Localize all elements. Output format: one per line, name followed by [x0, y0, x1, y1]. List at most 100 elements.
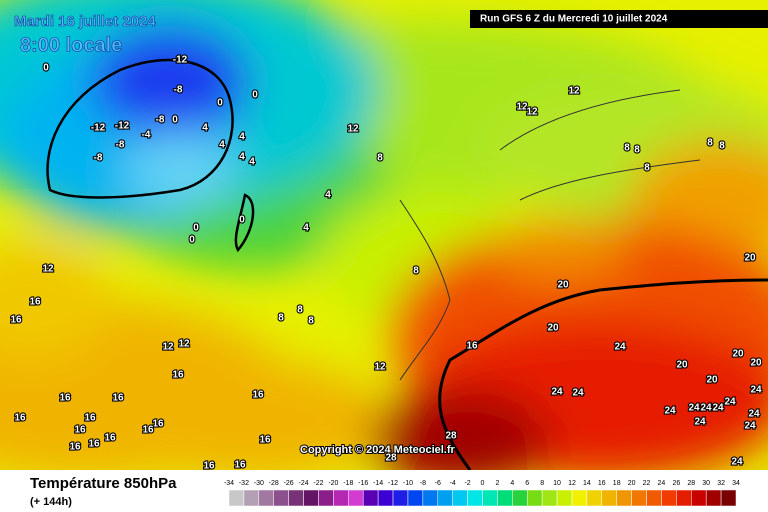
- scale-cell: [243, 489, 260, 507]
- contour-label: 8: [377, 153, 383, 164]
- contour-label: 8: [278, 313, 284, 324]
- scale-cell: [422, 489, 439, 507]
- scale-tick-label: -24: [298, 480, 308, 487]
- contour-label: 28: [385, 453, 397, 464]
- contour-label: 20: [750, 358, 762, 369]
- scale-tick-label: -10: [403, 480, 413, 487]
- scale-tick-label: -20: [328, 480, 338, 487]
- scale-tick-label: 32: [717, 480, 725, 487]
- scale-tick-label: 10: [553, 480, 561, 487]
- scale-tick-label: -2: [464, 480, 470, 487]
- scale-cell: [601, 489, 617, 507]
- contour-label: 12: [568, 86, 580, 97]
- contour-label: 16: [112, 393, 124, 404]
- isotherm: [46, 58, 234, 199]
- contour-label: 20: [676, 360, 688, 371]
- scale-tick-label: -12: [388, 480, 398, 487]
- scale-cell: [720, 489, 737, 507]
- contour-label: 0: [43, 63, 49, 74]
- contour-label: 16: [234, 460, 246, 471]
- scale-tick-label: -32: [239, 480, 249, 487]
- contour-label: 16: [88, 439, 100, 450]
- scale-cell: [631, 489, 647, 507]
- scale-tick-label: 6: [525, 480, 529, 487]
- scale-cell: [348, 489, 364, 507]
- scale-tick-label: 22: [643, 480, 651, 487]
- scale-tick-label: 24: [658, 480, 666, 487]
- color-scale: -34 -32 -30 -28 -26 -24 -22 -20 -18 -16 -14 -12 -10-…: [224, 480, 740, 507]
- scale-tick-label: 28: [687, 480, 695, 487]
- forecast-date: Mardi 16 juillet 2024: [14, 13, 156, 30]
- scale-tick-label: -26: [284, 480, 294, 487]
- scale-cell: [541, 489, 558, 507]
- scale-cell: [333, 489, 349, 507]
- scale-cell: [661, 489, 677, 507]
- contour-label: -12: [115, 121, 130, 132]
- contour-label: 16: [29, 297, 41, 308]
- scale-cell: [437, 489, 453, 507]
- scale-cell: [586, 489, 603, 507]
- contour-label: 20: [732, 349, 744, 360]
- contour-label: -12: [173, 55, 188, 66]
- legend-subtitle: (+ 144h): [30, 496, 72, 508]
- contour-label: 12: [347, 124, 359, 135]
- contour-label: 8: [644, 163, 650, 174]
- contour-label: 24: [700, 403, 712, 414]
- scale-cell: [556, 489, 573, 507]
- contour-label: 0: [239, 215, 245, 226]
- contour-label: 16: [69, 442, 81, 453]
- contour-label: 16: [252, 390, 264, 401]
- scale-cell: [526, 489, 543, 507]
- isotherm: [234, 193, 255, 253]
- scale-tick-label: -4: [450, 480, 456, 487]
- contour-label: 4: [219, 140, 225, 151]
- contour-label: 20: [744, 253, 756, 264]
- contour-label: 24: [688, 403, 700, 414]
- scale-cell: [705, 489, 722, 507]
- contour-label: -4: [142, 130, 151, 141]
- contour-label: 8: [308, 316, 314, 327]
- temperature-field: [0, 0, 768, 470]
- scale-tick-label: -22: [313, 480, 323, 487]
- forecast-time: 8:00 locale: [20, 34, 122, 56]
- run-banner: [470, 10, 768, 28]
- contour-label: 8: [624, 143, 630, 154]
- scale-tick-label: 4: [510, 480, 514, 487]
- contour-label: 24: [614, 342, 626, 353]
- scale-tick-label: 30: [702, 480, 710, 487]
- scale-cell: [303, 489, 319, 507]
- contour-label: 0: [217, 98, 223, 109]
- contour-label: 8: [297, 305, 303, 316]
- contour-label: 20: [547, 323, 559, 334]
- scale-tick-label: -34: [224, 480, 234, 487]
- run-info: Run GFS 6 Z du Mercredi 10 juillet 2024: [480, 14, 668, 25]
- scale-tick-label: 14: [583, 480, 591, 487]
- contour-label: -12: [91, 123, 106, 134]
- contour-label: 0: [193, 223, 199, 234]
- contour-label: 24: [664, 406, 676, 417]
- scale-cell: [467, 489, 483, 507]
- scale-cell: [228, 489, 245, 507]
- contour-label: 0: [189, 235, 195, 246]
- scale-cell: [571, 489, 588, 507]
- scale-tick-label: 0: [481, 480, 485, 487]
- scale-tick-label: 16: [598, 480, 606, 487]
- contour-label: 4: [239, 152, 245, 163]
- legend-title: Température 850hPa: [30, 475, 177, 492]
- scale-tick-label: -8: [420, 480, 426, 487]
- scale-cell: [646, 489, 662, 507]
- contour-label: 24: [748, 409, 760, 420]
- contour-label: 24: [572, 388, 584, 399]
- contour-label: 16: [84, 413, 96, 424]
- scale-cell: [616, 489, 632, 507]
- scale-cell: [691, 489, 707, 507]
- scale-cell: [497, 489, 513, 507]
- contour-label: 16: [152, 419, 164, 430]
- scale-tick-label: -14: [373, 480, 383, 487]
- scale-cell: [273, 489, 289, 507]
- contour-label: 16: [14, 413, 26, 424]
- scale-cell: [407, 489, 424, 507]
- contour-label: 12: [526, 107, 538, 118]
- contour-label: 16: [59, 393, 71, 404]
